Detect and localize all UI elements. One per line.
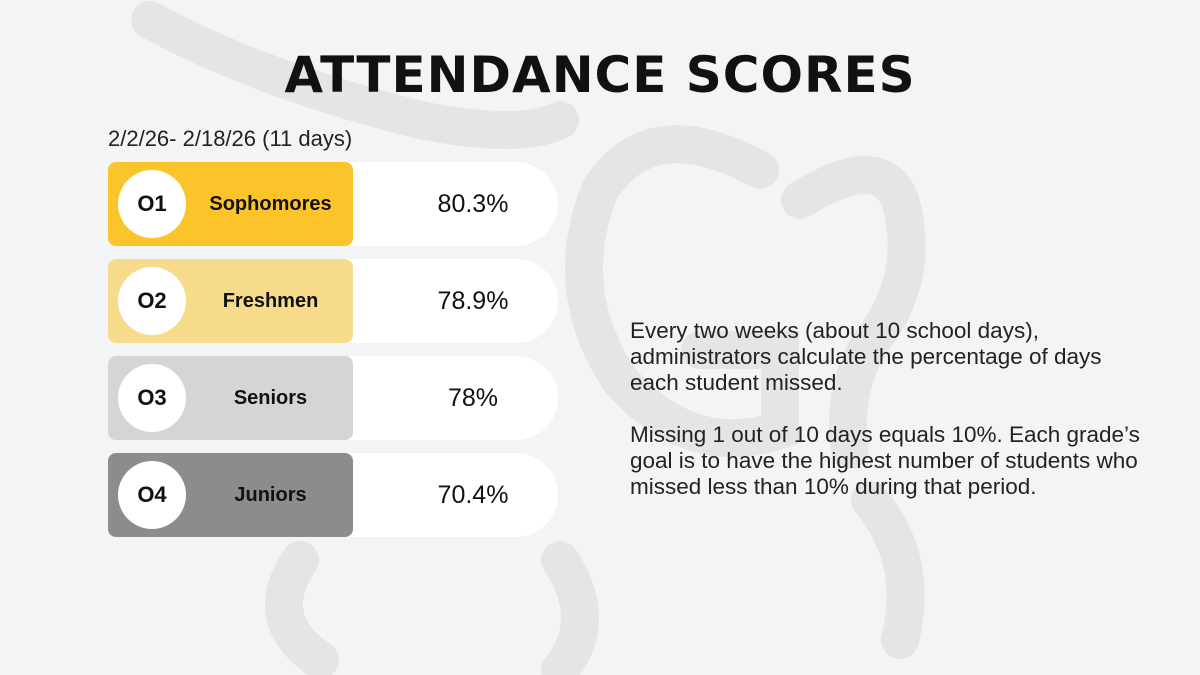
score: 78% — [447, 383, 499, 412]
score-row: O1 Sophomores 80.3% — [108, 162, 558, 246]
title: ATTENDANCE SCORES — [284, 46, 916, 104]
score-row: O3 Seniors 78% — [108, 356, 558, 440]
rank: O2 — [118, 267, 186, 335]
grade-panel: O3 Seniors — [108, 356, 353, 440]
grade-panel: O2 Freshmen — [108, 259, 353, 343]
grade-name: Juniors — [234, 483, 307, 506]
grade-panel: O1 Sophomores — [108, 162, 353, 246]
rank: O1 — [118, 170, 186, 238]
score: 70.4% — [437, 480, 509, 509]
grade-name: Freshmen — [222, 289, 319, 312]
grade-name: Seniors — [233, 386, 308, 409]
score-row: O2 Freshmen 78.9% — [108, 259, 558, 343]
grade-name: Sophomores — [209, 192, 332, 215]
score: 80.3% — [437, 189, 509, 218]
description: Every two weeks (about 10 school days), … — [630, 318, 1155, 526]
date-range: 2/2/26- 2/18/26 (11 days) — [108, 126, 353, 151]
grade-panel: O4 Juniors — [108, 453, 353, 537]
paragraph: Missing 1 out of 10 days equals 10%. Eac… — [630, 422, 1140, 499]
paragraph: Every two weeks (about 10 school days), … — [630, 318, 1102, 395]
score: 78.9% — [437, 286, 509, 315]
rank: O3 — [118, 364, 186, 432]
score-row: O4 Juniors 70.4% — [108, 453, 558, 537]
rank: O4 — [118, 461, 186, 529]
